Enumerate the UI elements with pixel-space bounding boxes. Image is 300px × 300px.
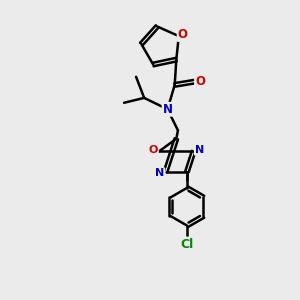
Text: N: N xyxy=(163,103,172,116)
Text: N: N xyxy=(155,168,164,178)
Text: O: O xyxy=(148,145,158,155)
Text: O: O xyxy=(195,74,205,88)
Text: Cl: Cl xyxy=(180,238,194,250)
Text: O: O xyxy=(178,28,188,41)
Text: N: N xyxy=(195,145,204,155)
